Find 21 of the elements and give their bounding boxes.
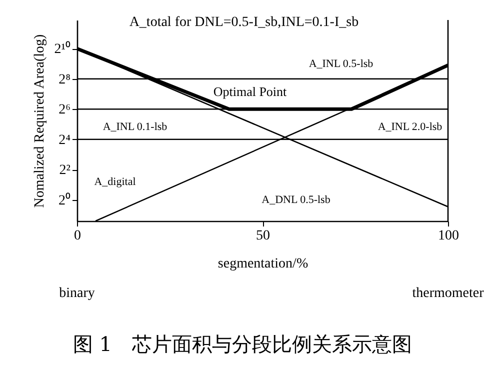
annotation: A_INL 0.5-lsb [308, 58, 374, 70]
y-tick-label: 2⁰ [58, 192, 70, 208]
x-tick-label: 50 [256, 228, 270, 244]
annotation: A_digital [94, 176, 136, 188]
caption: 图 1 芯片面积与分段比例关系示意图 [72, 332, 412, 356]
y-tick-label: 2⁸ [58, 72, 71, 88]
annotation: A_INL 0.1-lsb [102, 121, 168, 133]
y-tick-label: 2⁴ [58, 132, 71, 148]
annotation: A_INL 2.0-lsb [378, 121, 443, 133]
chart-title: A_total for DNL=0.5-I_sb,INL=0.1-I_sb [129, 15, 359, 30]
y-axis-title: Nomalized Required Area(log) [32, 34, 48, 208]
y-tick-label: 2² [59, 163, 70, 178]
x-tick-label: 0 [74, 228, 81, 244]
x-axis-title: segmentation/% [218, 256, 308, 272]
annotation: Optimal Point [213, 84, 288, 99]
x-tick-label: 100 [438, 228, 459, 244]
annotation: A_DNL 0.5-lsb [262, 194, 331, 206]
y-tick-label: 2⁶ [58, 102, 71, 118]
y-tick-label: 2¹⁰ [54, 41, 70, 58]
text: binary [59, 286, 95, 301]
text: thermometer [412, 286, 484, 301]
